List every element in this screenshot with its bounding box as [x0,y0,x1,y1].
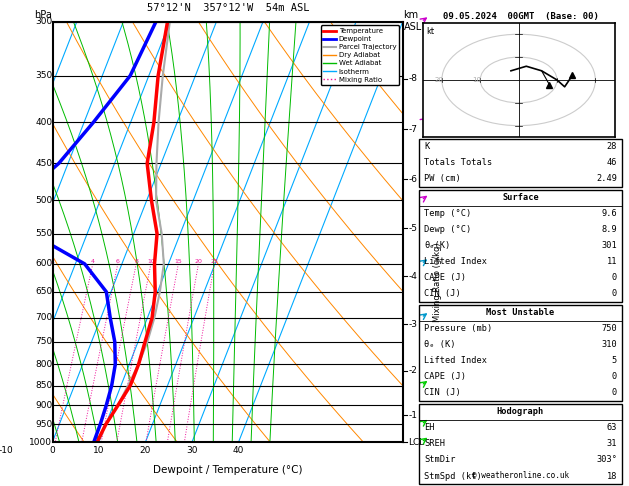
Text: Mixing Ratio (g/kg): Mixing Ratio (g/kg) [433,243,442,322]
Text: 600: 600 [35,260,52,268]
Legend: Temperature, Dewpoint, Parcel Trajectory, Dry Adiabat, Wet Adiabat, Isotherm, Mi: Temperature, Dewpoint, Parcel Trajectory… [321,25,399,86]
Text: 500: 500 [35,196,52,205]
Text: 15: 15 [174,259,182,264]
Text: 8.9: 8.9 [601,225,617,234]
Text: 5: 5 [612,356,617,365]
Text: 9.6: 9.6 [601,209,617,218]
Text: Lifted Index: Lifted Index [424,257,487,266]
Text: -4: -4 [408,272,417,281]
Text: kt: kt [426,27,435,36]
Text: 0: 0 [612,388,617,398]
Text: θₑ (K): θₑ (K) [424,340,455,349]
Text: 46: 46 [606,158,617,167]
Text: 11: 11 [606,257,617,266]
Text: Surface: Surface [502,193,539,202]
Text: 4: 4 [91,259,95,264]
Text: 10: 10 [472,77,482,83]
Text: 450: 450 [35,159,52,168]
Bar [418,139,623,187]
Text: 700: 700 [35,313,52,322]
Text: 400: 400 [35,118,52,127]
Text: 09.05.2024  00GMT  (Base: 00): 09.05.2024 00GMT (Base: 00) [443,12,598,21]
Bar [418,190,623,302]
Text: 750: 750 [35,337,52,347]
Text: -6: -6 [408,175,417,184]
Text: 900: 900 [35,401,52,410]
Text: 0: 0 [612,289,617,298]
Text: 750: 750 [601,324,617,333]
Text: 20: 20 [434,77,443,83]
Text: 1000: 1000 [30,438,52,447]
Text: Hodograph: Hodograph [497,407,544,417]
Text: ASL: ASL [404,22,422,33]
Text: Totals Totals: Totals Totals [424,158,492,167]
Text: Dewpoint / Temperature (°C): Dewpoint / Temperature (°C) [153,466,303,475]
Text: 31: 31 [606,439,617,449]
Text: 18: 18 [606,471,617,481]
Bar [418,404,623,484]
Text: © weatheronline.co.uk: © weatheronline.co.uk [472,471,569,480]
Text: Temp (°C): Temp (°C) [424,209,471,218]
Text: hPa: hPa [35,10,52,20]
Text: Most Unstable: Most Unstable [486,308,555,317]
Text: 20: 20 [194,259,203,264]
Text: -5: -5 [408,224,417,233]
Text: 550: 550 [35,229,52,238]
Text: 301: 301 [601,241,617,250]
Text: StmDir: StmDir [424,455,455,465]
Text: -8: -8 [408,74,417,83]
Text: -10: -10 [0,446,13,454]
Text: PW (cm): PW (cm) [424,174,460,183]
Text: LCL: LCL [408,438,425,447]
Text: K: K [424,142,429,151]
Text: CIN (J): CIN (J) [424,289,460,298]
Text: 850: 850 [35,381,52,390]
Text: -2: -2 [408,366,417,375]
Text: -3: -3 [408,320,417,329]
Text: EH: EH [424,423,435,433]
Text: CAPE (J): CAPE (J) [424,372,466,382]
Text: StmSpd (kt): StmSpd (kt) [424,471,482,481]
Text: 303°: 303° [596,455,617,465]
Text: 25: 25 [211,259,218,264]
Text: Pressure (mb): Pressure (mb) [424,324,492,333]
Text: Lifted Index: Lifted Index [424,356,487,365]
Text: 40: 40 [233,446,244,454]
Text: SREH: SREH [424,439,445,449]
Text: km: km [404,10,419,20]
Text: 650: 650 [35,287,52,296]
Text: 2.49: 2.49 [596,174,617,183]
Text: 28: 28 [606,142,617,151]
Text: 8: 8 [135,259,138,264]
Text: 20: 20 [140,446,151,454]
Text: 350: 350 [35,71,52,80]
Text: 30: 30 [186,446,198,454]
Text: 57°12'N  357°12'W  54m ASL: 57°12'N 357°12'W 54m ASL [147,3,309,14]
Text: 0: 0 [612,273,617,282]
Text: 6: 6 [116,259,120,264]
Text: 310: 310 [601,340,617,349]
Text: 0: 0 [612,372,617,382]
Text: 10: 10 [93,446,104,454]
Text: 0: 0 [50,446,55,454]
Text: 300: 300 [35,17,52,26]
Text: 2: 2 [50,259,54,264]
Text: θₑ(K): θₑ(K) [424,241,450,250]
Text: Dewp (°C): Dewp (°C) [424,225,471,234]
Bar [418,305,623,401]
Text: 63: 63 [606,423,617,433]
Text: CIN (J): CIN (J) [424,388,460,398]
Text: CAPE (J): CAPE (J) [424,273,466,282]
Text: -1: -1 [408,411,417,419]
Text: 800: 800 [35,360,52,369]
Text: -7: -7 [408,125,417,134]
Text: 950: 950 [35,420,52,429]
Text: 10: 10 [147,259,155,264]
